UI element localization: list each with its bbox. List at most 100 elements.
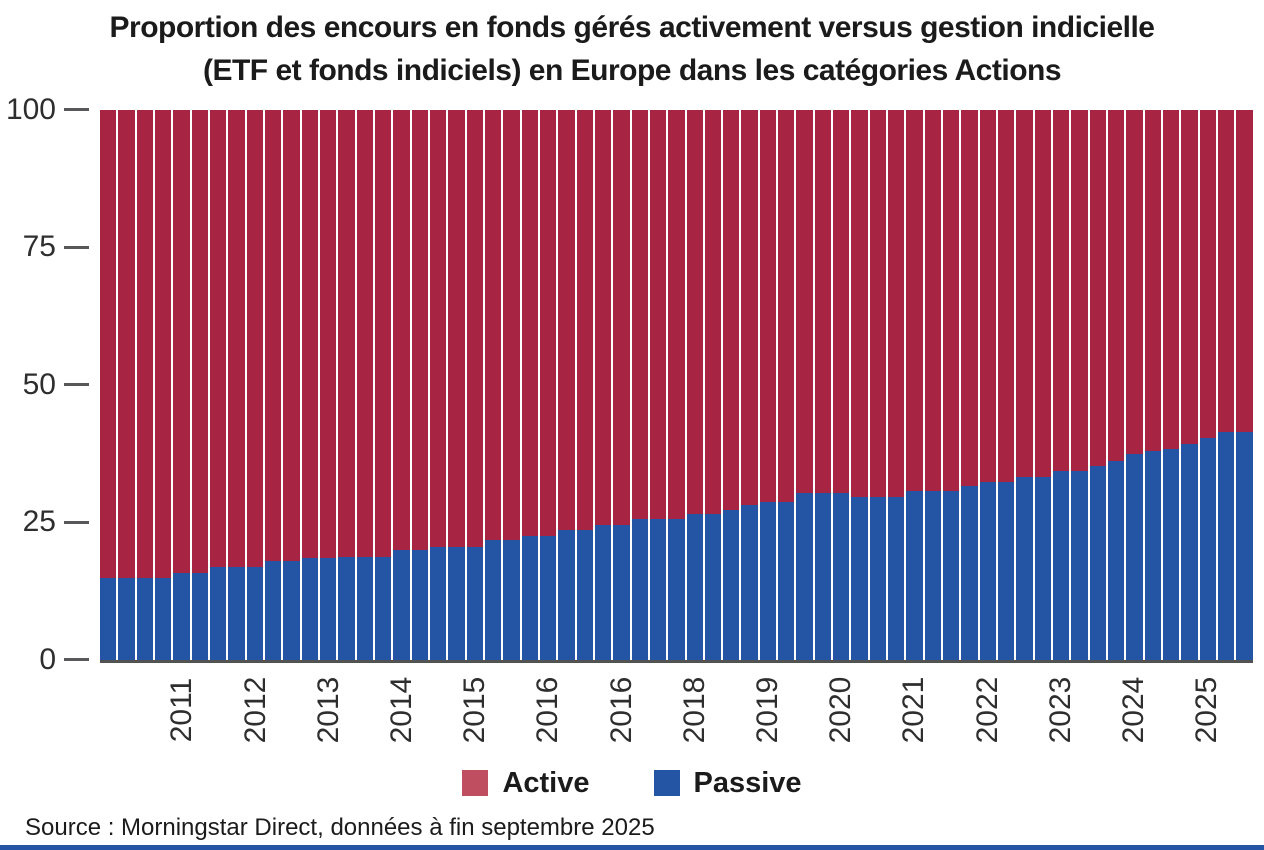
passive-segment [1218, 431, 1235, 660]
chart-title-line1: Proportion des encours en fonds gérés ac… [109, 11, 1155, 44]
bar-2014-Q1 [393, 110, 410, 660]
y-tick-mark [64, 521, 89, 524]
passive-segment [521, 536, 538, 660]
chart-title-line2: (ETF et fonds indiciels) en Europe dans … [202, 54, 1062, 87]
active-segment [1016, 110, 1033, 477]
bar-2021-Q3 [943, 110, 960, 660]
x-tick-label-2025-14: 2025 [1190, 676, 1224, 744]
active-segment [1181, 110, 1198, 445]
passive-segment [228, 566, 245, 660]
bar-2012-Q2 [264, 110, 282, 660]
active-segment [448, 110, 465, 548]
bar-2011-Q1 [173, 110, 190, 660]
bar-2012-Q1 [246, 110, 263, 660]
active-segment [1163, 110, 1180, 450]
bar-2020-Q4 [888, 110, 905, 660]
passive-segment [466, 547, 483, 660]
passive-segment [411, 550, 428, 660]
active-segment [356, 110, 373, 557]
y-tick-label-25: 25 [22, 505, 56, 538]
bar-2016-Q4 [594, 110, 612, 660]
active-segment [503, 110, 520, 541]
y-tick-mark [64, 108, 89, 111]
active-segment [393, 110, 410, 550]
active-segment [631, 110, 648, 520]
x-tick-label-2019-8: 2019 [751, 676, 784, 744]
x-axis-labels: 2011 2012 2013 2014 2015 2016 2016 2018 2019 2020… [100, 660, 1253, 765]
bar-2010-Q4 [154, 110, 172, 660]
bar-2021-Q4 [961, 110, 978, 660]
bar-2019-Q2 [778, 110, 795, 660]
bar-2013-Q3 [356, 110, 373, 660]
bar-2024-Q3 [1163, 110, 1180, 660]
passive-segment [998, 482, 1015, 660]
x-tick-label-2013-2: 2013 [311, 676, 345, 744]
plot-area [100, 110, 1253, 660]
y-tick-label-50: 50 [22, 368, 56, 401]
passive-segment [374, 556, 392, 660]
passive-segment [814, 492, 832, 660]
active-segment [723, 110, 740, 511]
bar-2016-Q3 [576, 110, 593, 660]
active-segment [649, 110, 667, 520]
passive-segment [1108, 460, 1125, 660]
bar-2014-Q3 [429, 110, 447, 660]
y-tick-label-100: 100 [5, 93, 56, 126]
passive-segment [173, 573, 190, 660]
bar-2013-Q4 [374, 110, 392, 660]
active-segment [704, 110, 722, 514]
passive-segment [503, 540, 520, 660]
active-swatch [462, 770, 489, 796]
active-segment [319, 110, 337, 558]
source-note: Source : Morningstar Direct, données à f… [25, 814, 655, 841]
passive-segment [576, 530, 593, 660]
passive-segment [301, 557, 318, 660]
passive-segment [778, 501, 795, 660]
active-segment [961, 110, 978, 486]
active-segment [558, 110, 575, 531]
active-segment [136, 110, 153, 578]
passive-segment [484, 540, 502, 660]
active-segment [943, 110, 960, 492]
active-segment [594, 110, 612, 525]
bar-2010-Q3 [136, 110, 153, 660]
bar-2023-Q4 [1108, 110, 1125, 660]
active-segment [833, 110, 850, 493]
active-segment [1199, 110, 1217, 438]
x-tick-label-2012-1: 2012 [238, 676, 272, 744]
passive-segment [1016, 476, 1033, 660]
passive-segment [924, 491, 942, 660]
active-segment [466, 110, 483, 548]
active-segment [924, 110, 942, 492]
passive-segment [869, 497, 887, 660]
passive-segment [796, 492, 813, 660]
passive-segment [264, 561, 282, 660]
active-segment [283, 110, 300, 561]
bar-2017-Q1 [613, 110, 630, 660]
bar-2024-Q4 [1181, 110, 1198, 660]
passive-segment [943, 491, 960, 660]
passive-segment [209, 566, 227, 660]
y-tick-label-75: 75 [22, 230, 56, 263]
chart-title: Proportion des encours en fonds gérés ac… [0, 6, 1264, 92]
active-segment [778, 110, 795, 502]
active-segment [118, 110, 135, 578]
passive-segment [1144, 451, 1162, 660]
bar-2018-Q2 [704, 110, 722, 660]
bar-2015-Q3 [503, 110, 520, 660]
passive-segment [613, 524, 630, 660]
passive-segment [356, 556, 373, 660]
x-tick-label-2021-10: 2021 [897, 676, 931, 744]
passive-segment [631, 519, 648, 660]
active-segment [796, 110, 813, 493]
active-segment [264, 110, 282, 561]
bar-2014-Q2 [411, 110, 428, 660]
bar-2012-Q3 [283, 110, 300, 660]
active-segment [154, 110, 172, 578]
x-tick-label-2024-13: 2024 [1117, 676, 1151, 744]
active-segment [521, 110, 538, 537]
active-segment [228, 110, 245, 567]
active-segment [906, 110, 923, 492]
passive-segment [338, 556, 355, 660]
